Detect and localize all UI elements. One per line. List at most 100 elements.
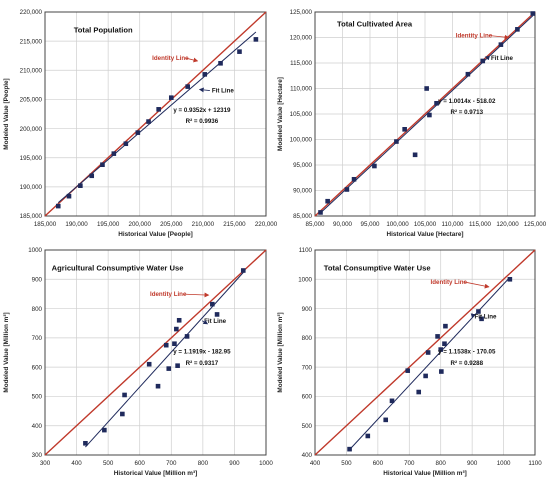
x-tick-label: 600	[135, 460, 146, 467]
fit-line-label: Fit Line	[212, 88, 235, 95]
x-tick-label: 700	[404, 460, 415, 467]
data-point	[163, 342, 169, 348]
data-point	[434, 100, 439, 106]
data-point	[412, 152, 418, 158]
data-point	[389, 398, 395, 404]
x-tick-label: 500	[103, 460, 114, 467]
x-tick-label: 220,000	[255, 221, 278, 228]
y-tick-label: 800	[32, 306, 43, 313]
data-point	[168, 95, 174, 100]
data-point	[123, 141, 129, 147]
chart-title: Total Cultivated Area	[337, 19, 413, 28]
x-tick-label: 400	[310, 460, 321, 467]
data-point	[218, 60, 223, 66]
x-tick-label: 200,000	[129, 221, 152, 228]
x-tick-label: 95,000	[361, 221, 380, 228]
data-point	[122, 392, 127, 398]
data-point	[423, 373, 428, 379]
data-point	[120, 411, 125, 417]
fit-line-label: Fit Line	[204, 318, 227, 325]
data-point	[351, 176, 357, 182]
regression-equation: y = 0.9352x + 12319	[173, 107, 231, 114]
x-tick-label: 110,000	[442, 221, 464, 228]
x-tick-label: 185,000	[34, 221, 57, 228]
data-point	[237, 49, 242, 54]
identity-line	[314, 11, 536, 217]
identity-line-label: Identity Line	[456, 33, 493, 40]
data-point	[530, 11, 536, 16]
regression-equation: y = 1.0014x - 518.02	[438, 98, 496, 105]
regression-equation: y = 1.1538x - 170.05	[438, 349, 496, 356]
y-tick-label: 90,000	[293, 188, 312, 195]
x-tick-label: 600	[373, 460, 384, 467]
data-point	[89, 173, 95, 179]
identity-arrow	[185, 57, 199, 63]
data-point	[424, 86, 429, 91]
data-point	[394, 139, 399, 144]
y-tick-label: 85,000	[293, 213, 312, 220]
x-tick-label: 210,000	[192, 221, 215, 228]
data-point	[55, 203, 61, 209]
y-tick-label: 700	[32, 335, 43, 342]
r-squared: R² = 0.9713	[451, 109, 484, 116]
y-tick-label: 190,000	[20, 184, 43, 191]
identity-arrow	[488, 34, 510, 40]
data-point	[498, 42, 504, 47]
y-tick-label: 220,000	[20, 9, 43, 16]
y-tick-label: 800	[302, 335, 313, 342]
y-tick-label: 400	[32, 423, 43, 430]
x-tick-label: 400	[71, 460, 82, 467]
fit-line-label: Fit Line	[475, 314, 498, 321]
x-axis-label: Historical Value [Hectare]	[386, 231, 463, 238]
x-tick-label: 120,000	[496, 221, 519, 228]
data-point	[176, 317, 182, 323]
x-tick-label: 85,000	[306, 221, 325, 228]
y-tick-label: 205,000	[20, 97, 43, 104]
y-tick-label: 210,000	[20, 67, 43, 74]
data-point	[214, 312, 220, 317]
data-point	[83, 440, 88, 446]
y-tick-label: 500	[302, 423, 313, 430]
y-tick-label: 115,000	[290, 60, 312, 67]
y-tick-label: 1000	[298, 276, 312, 283]
data-point	[476, 309, 481, 314]
data-point	[155, 383, 161, 389]
y-axis-label: Modeled Value [People]	[3, 78, 10, 149]
y-tick-label: 195,000	[20, 155, 43, 162]
data-point	[405, 368, 411, 373]
data-point	[100, 162, 105, 168]
x-tick-label: 300	[40, 460, 51, 467]
y-tick-label: 400	[302, 452, 313, 459]
x-tick-label: 125,000	[524, 221, 547, 228]
y-tick-label: 105,000	[290, 111, 313, 118]
y-tick-label: 1100	[299, 247, 313, 254]
y-tick-label: 125,000	[290, 9, 313, 16]
y-axis-label: Modeled Value [Million m³]	[277, 312, 284, 392]
identity-line-label: Identity Line	[152, 55, 189, 62]
chart-title: Agricultural Consumptive Water Use	[52, 264, 184, 273]
y-tick-label: 500	[32, 394, 43, 401]
data-point	[175, 363, 180, 368]
fit-arrow	[201, 319, 209, 325]
fit-arrow	[484, 55, 491, 61]
y-tick-label: 200,000	[20, 126, 43, 133]
x-tick-label: 90,000	[333, 221, 352, 228]
data-point	[78, 183, 83, 188]
y-tick-label: 110,000	[290, 86, 312, 93]
plot-frame	[44, 249, 267, 456]
x-tick-label: 195,000	[97, 221, 120, 228]
y-tick-label: 600	[32, 364, 43, 371]
x-tick-label: 1000	[259, 460, 273, 467]
data-point	[442, 341, 447, 347]
data-point	[156, 107, 161, 112]
fit-line	[349, 276, 511, 450]
x-tick-label: 215,000	[223, 221, 246, 228]
data-point	[515, 27, 520, 32]
data-point	[365, 433, 371, 439]
identity-line	[44, 249, 267, 456]
x-tick-label: 1000	[497, 460, 511, 467]
plot-frame	[44, 11, 267, 217]
data-point	[240, 268, 246, 273]
data-point	[439, 369, 444, 374]
